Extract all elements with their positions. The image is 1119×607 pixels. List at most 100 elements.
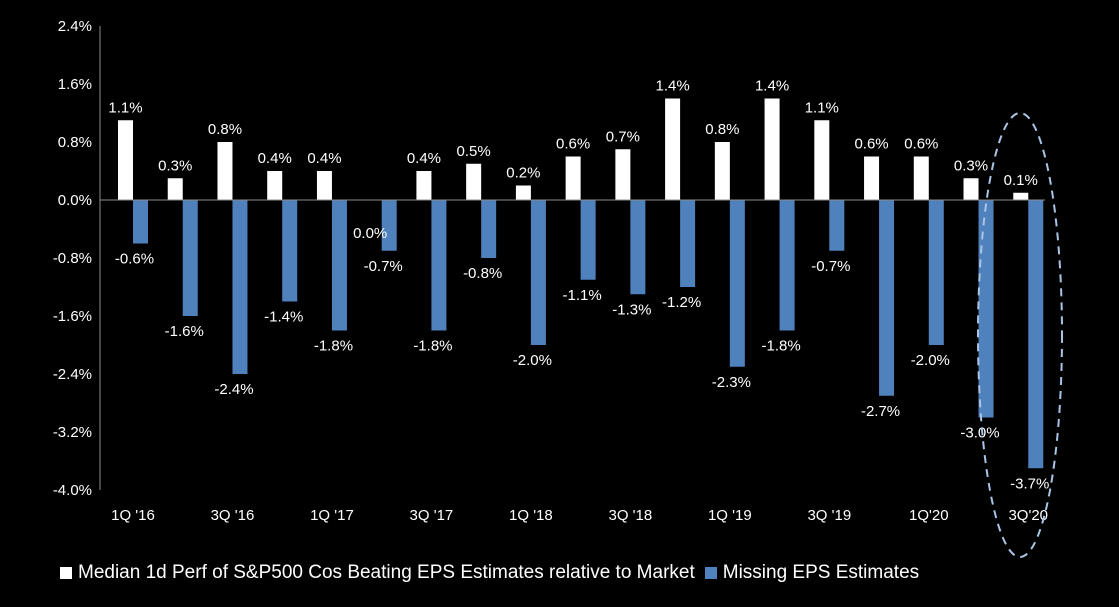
data-label-beat: 0.8% [208, 121, 242, 138]
y-tick-label: -2.4% [53, 366, 92, 383]
bar-miss [282, 200, 298, 302]
bar-miss [630, 200, 646, 295]
data-label-miss: -0.7% [364, 258, 403, 275]
data-label-beat: 0.4% [258, 150, 292, 167]
y-tick-label: 1.6% [58, 76, 92, 93]
data-label-miss: -1.8% [314, 338, 353, 355]
data-label-miss: -2.3% [712, 374, 751, 391]
data-label-miss: -1.8% [413, 338, 452, 355]
bar-beat [864, 156, 880, 200]
x-tick-label: 1Q '18 [509, 507, 553, 524]
x-tick-label: 3Q '18 [609, 507, 653, 524]
y-tick-label: 2.4% [58, 18, 92, 35]
x-tick-label: 1Q '17 [310, 507, 354, 524]
data-label-miss: -2.0% [513, 352, 552, 369]
data-label-beat: 0.3% [158, 157, 192, 174]
bar-beat [913, 156, 929, 200]
bar-beat [714, 142, 730, 200]
data-label-miss: -0.7% [811, 258, 850, 275]
bar-beat [267, 171, 283, 200]
legend-label-beat: Median 1d Perf of S&P500 Cos Beating EPS… [78, 562, 695, 583]
bar-chart: 2.4% 1.6% 0.8% 0.0% -0.8% -1.6% -2.4% -3.2% -4.0… [53, 18, 1063, 558]
y-tick-label: -4.0% [53, 482, 92, 499]
bar-beat [1013, 192, 1029, 200]
bar-miss [978, 200, 994, 418]
data-label-miss: -2.4% [214, 381, 253, 398]
y-tick-label: -3.2% [53, 424, 92, 441]
x-tick-label: 1Q'20 [909, 507, 949, 524]
data-label-beat: 0.2% [506, 165, 540, 182]
bar-miss [331, 200, 347, 331]
bar-beat [515, 185, 531, 200]
data-label-miss: -2.7% [861, 403, 900, 420]
bar-beat [416, 171, 432, 200]
bar-miss [928, 200, 944, 345]
bar-beat [615, 149, 631, 200]
data-label-beat: 0.5% [457, 143, 491, 160]
legend: Median 1d Perf of S&P500 Cos Beating EPS… [60, 562, 929, 584]
bar-beat [466, 163, 482, 200]
x-tick-label: 1Q '19 [708, 507, 752, 524]
bar-beat [217, 142, 233, 200]
bar-miss [680, 200, 696, 287]
data-label-miss: -1.3% [612, 301, 651, 318]
bar-miss [580, 200, 596, 280]
data-label-beat: 1.4% [755, 78, 789, 95]
data-label-miss: -1.1% [563, 287, 602, 304]
data-label-beat: 0.4% [407, 150, 441, 167]
data-label-beat: 0.6% [854, 136, 888, 153]
x-tick-label: 1Q '16 [111, 507, 155, 524]
x-tick-label: 3Q '19 [807, 507, 851, 524]
data-label-miss: -0.6% [115, 251, 154, 268]
legend-item-beat: Median 1d Perf of S&P500 Cos Beating EPS… [60, 562, 695, 584]
bar-miss [1028, 200, 1044, 469]
data-label-beat: 0.4% [307, 150, 341, 167]
bars [118, 98, 1044, 469]
data-label-beat: 0.7% [606, 128, 640, 145]
bar-beat [565, 156, 581, 200]
bar-beat [167, 178, 183, 200]
bar-miss [431, 200, 447, 331]
data-label-miss: -2.0% [911, 352, 950, 369]
legend-swatch-miss [704, 567, 717, 579]
bar-miss [729, 200, 745, 367]
x-tick-label: 3Q '16 [211, 507, 255, 524]
data-labels: 1.1% -0.6% 0.3% -1.6% 0.8% -2.4% 0.4% -1.4% 0.4%… [108, 78, 1049, 493]
data-label-miss: -1.2% [662, 294, 701, 311]
bar-beat [665, 98, 681, 200]
bar-beat [814, 120, 830, 200]
data-label-miss: -1.4% [264, 309, 303, 326]
data-label-miss: -1.6% [165, 323, 204, 340]
data-label-miss: -3.7% [1010, 475, 1049, 492]
data-label-miss: -3.0% [960, 425, 999, 442]
bar-miss [133, 200, 148, 244]
data-label-beat: 1.1% [108, 99, 142, 116]
data-label-miss: -1.8% [761, 338, 800, 355]
data-label-beat: 0.1% [1004, 172, 1038, 189]
bar-miss [182, 200, 198, 316]
bar-miss [381, 200, 397, 251]
data-label-beat: 0.0% [353, 225, 387, 242]
bar-miss [232, 200, 248, 374]
bar-beat [118, 120, 133, 200]
bar-beat [316, 171, 332, 200]
x-axis: 1Q '16 3Q '16 1Q '17 3Q '17 1Q '18 3Q '18 1Q '… [100, 199, 1048, 524]
data-label-beat: 1.1% [805, 99, 839, 116]
data-label-beat: 0.8% [705, 121, 739, 138]
x-tick-label: 3Q'20 [1008, 507, 1048, 524]
x-tick-label: 3Q '17 [410, 507, 454, 524]
y-tick-label: 0.8% [58, 134, 92, 151]
y-axis: 2.4% 1.6% 0.8% 0.0% -0.8% -1.6% -2.4% -3.2% -4.0… [53, 18, 101, 499]
y-tick-label: -0.8% [53, 250, 92, 267]
highlight-ellipse [977, 112, 1063, 558]
bar-miss [779, 200, 795, 331]
y-tick-label: -1.6% [53, 308, 92, 325]
legend-item-miss: Missing EPS Estimates [704, 562, 919, 584]
data-label-beat: 0.6% [904, 136, 938, 153]
legend-swatch-beat [60, 567, 72, 579]
bar-miss [481, 200, 497, 258]
data-label-beat: 0.6% [556, 136, 590, 153]
bar-miss [879, 200, 895, 396]
bar-miss [829, 200, 845, 251]
data-label-beat: 0.3% [954, 157, 988, 174]
